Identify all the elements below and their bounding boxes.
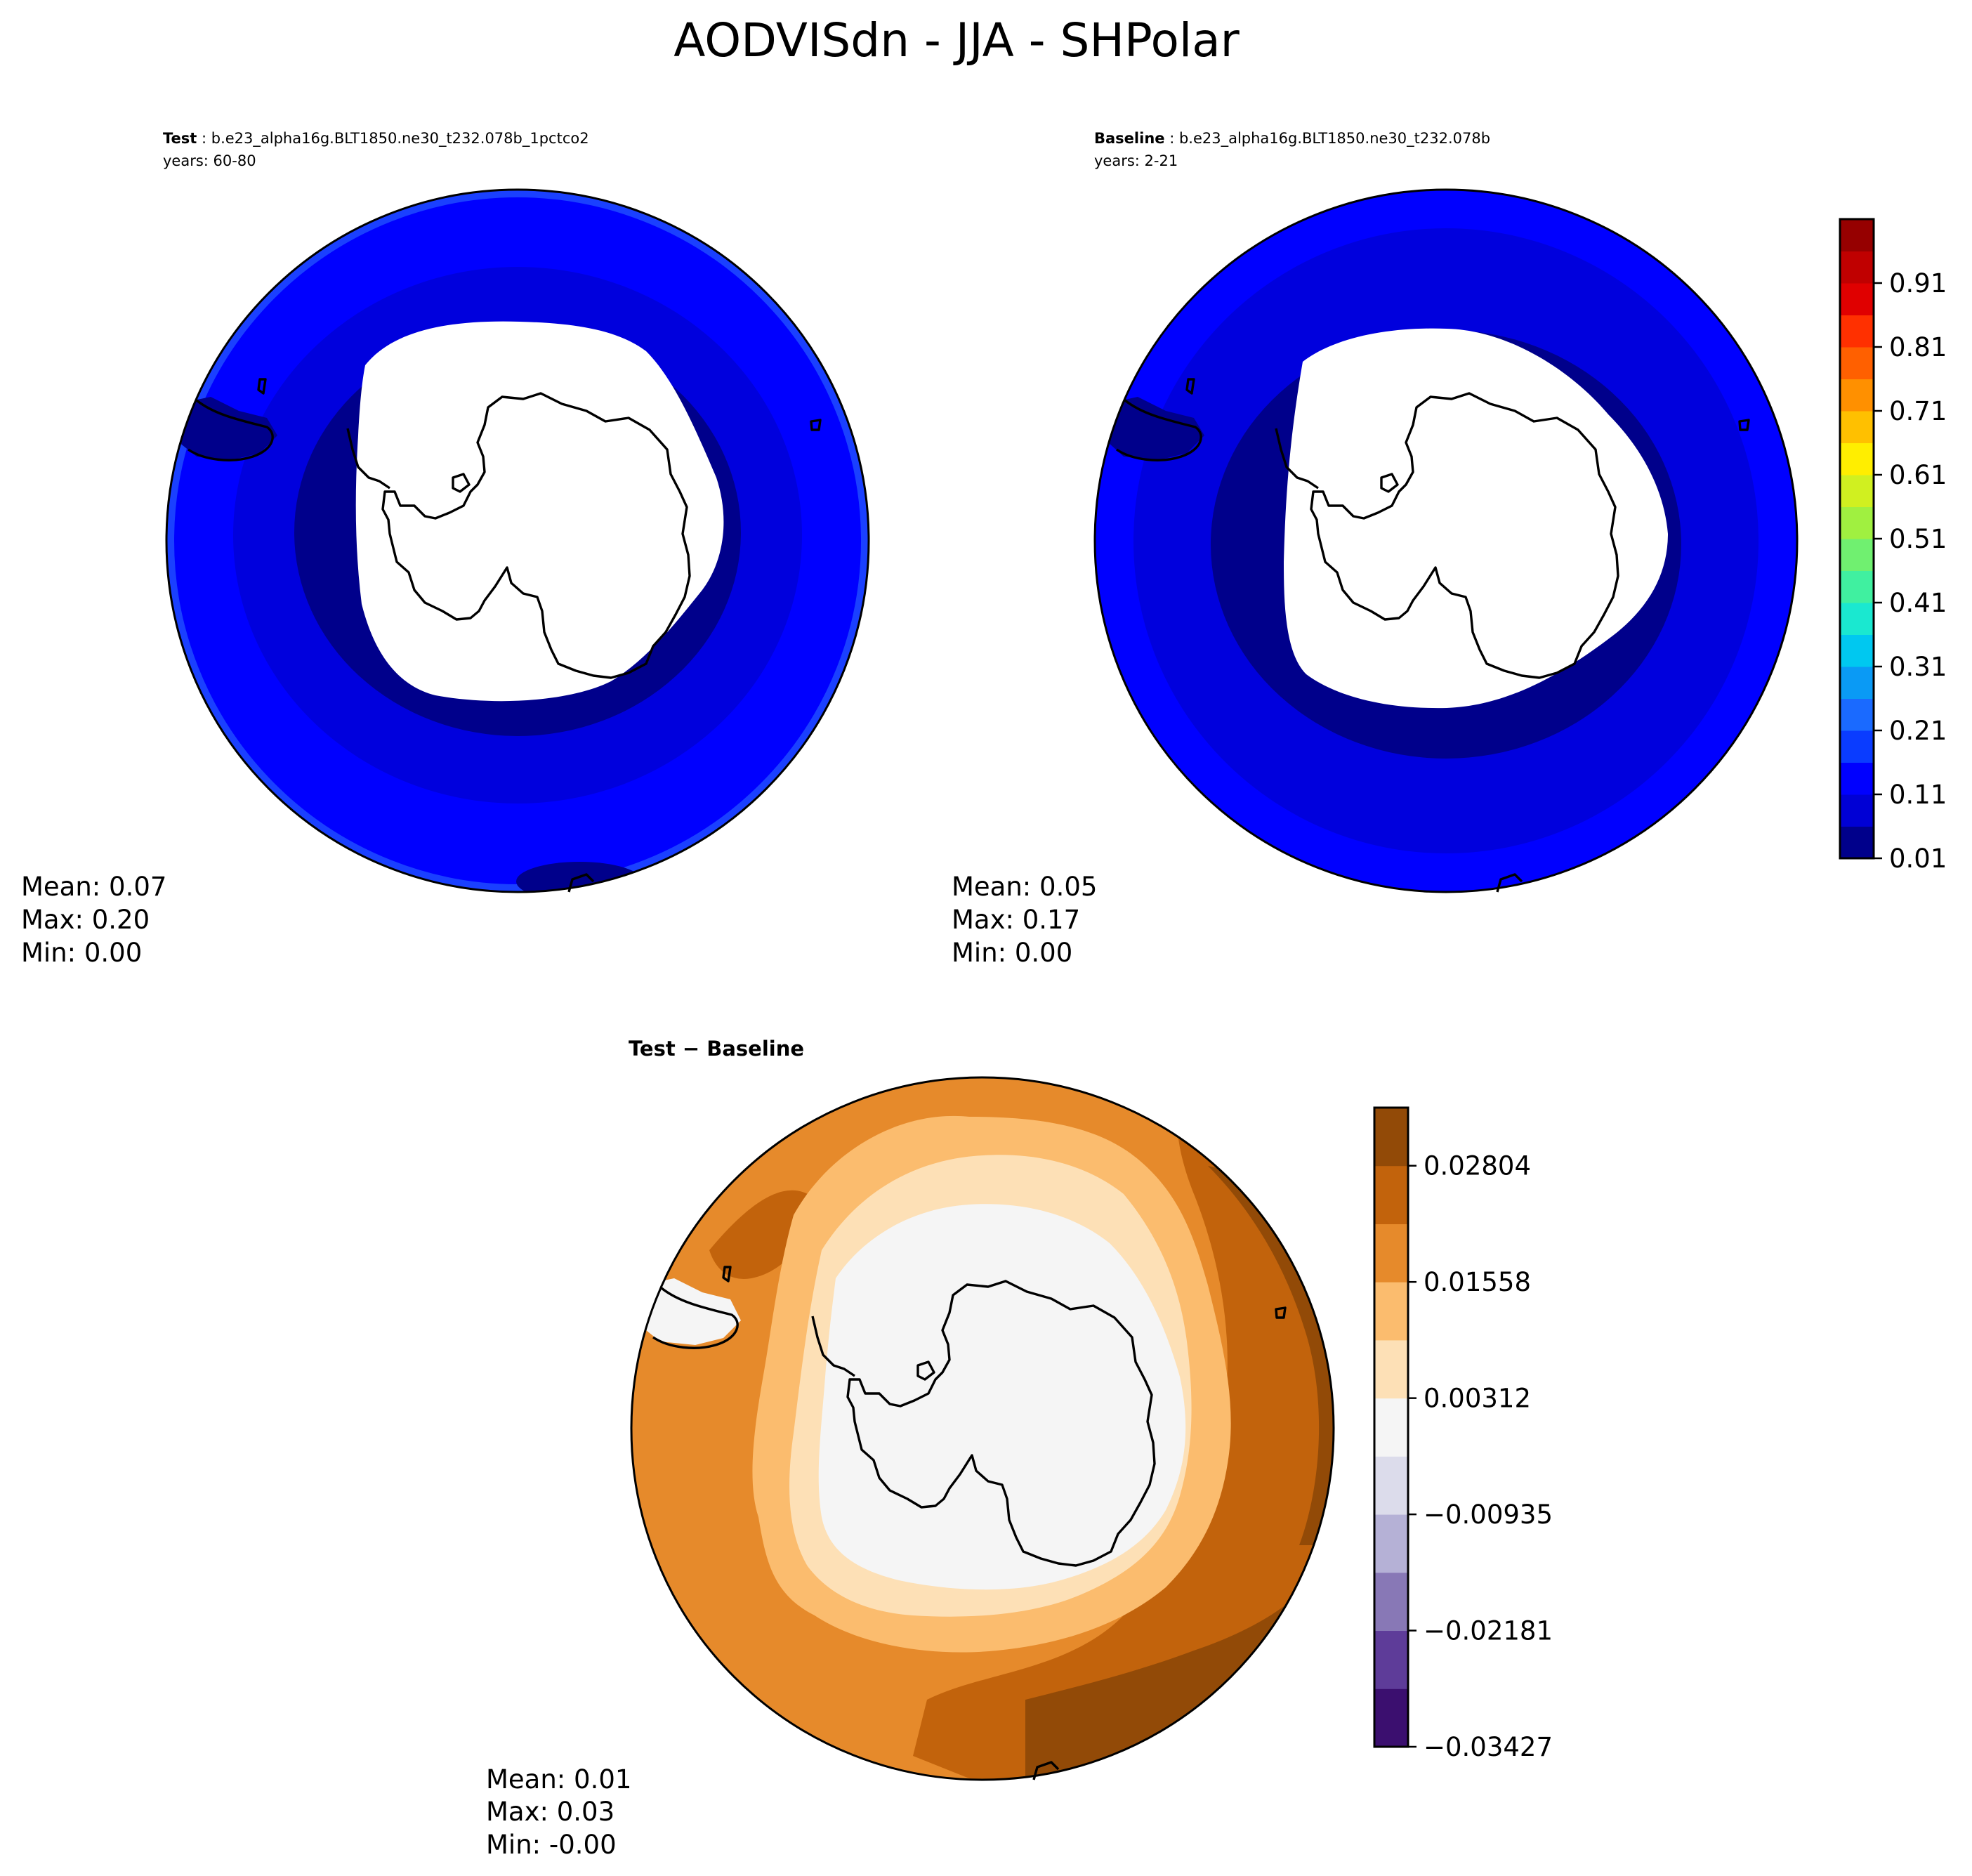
colorbar-diff-block — [1374, 1572, 1408, 1632]
panel-test-header-case: : b.e23_alpha16g.BLT1850.ne30_t232.078b_… — [197, 130, 589, 147]
colorbar-main-block — [1840, 219, 1874, 251]
panel-test-header: Test : b.e23_alpha16g.BLT1850.ne30_t232.… — [163, 130, 589, 147]
colorbar-main-block — [1840, 603, 1874, 635]
colorbar-main-block — [1840, 251, 1874, 284]
diff-coastlines — [652, 1266, 1287, 1780]
baseline-stat-mean: Mean: 0.05 — [952, 872, 1097, 902]
figure-title: AODVISdn - JJA - SHPolar — [673, 13, 1240, 67]
colorbar-main-block — [1840, 315, 1874, 348]
colorbar-diff-tick-label: 0.00312 — [1424, 1384, 1531, 1414]
colorbar-main-tick-label: 0.01 — [1889, 844, 1947, 874]
colorbar-main-block — [1840, 667, 1874, 699]
colorbar-diff-block — [1374, 1165, 1408, 1224]
colorbar-diff-tick-label: 0.01558 — [1424, 1267, 1531, 1297]
colorbar-main-block — [1840, 730, 1874, 763]
diff-stat-mean: Mean: 0.01 — [486, 1764, 631, 1795]
colorbar-diff-block — [1374, 1688, 1408, 1747]
colorbar-main-tick-label: 0.31 — [1889, 652, 1947, 682]
colorbar-main-block — [1840, 539, 1874, 571]
colorbar-main-blocks — [1840, 219, 1874, 859]
colorbar-diff-block — [1374, 1339, 1408, 1399]
colorbar-main-tick-label: 0.21 — [1889, 716, 1947, 746]
colorbar-main-tick-label: 0.51 — [1889, 524, 1947, 554]
colorbar-main-block — [1840, 506, 1874, 539]
test-coastlines — [188, 378, 822, 893]
panel-test-header-bold: Test — [163, 130, 197, 147]
colorbar-diff-tick-label: 0.02804 — [1424, 1151, 1531, 1181]
baseline-map-frame — [1093, 188, 1799, 893]
colorbar-main-block — [1840, 347, 1874, 379]
colorbar-diff-block — [1374, 1282, 1408, 1341]
colorbar-main-block — [1840, 411, 1874, 443]
panel-baseline-header: Baseline : b.e23_alpha16g.BLT1850.ne30_t… — [1094, 130, 1490, 147]
panel-diff-stats: Mean: 0.01 Max: 0.03 Min: -0.00 — [486, 1764, 631, 1860]
colorbar-main-block — [1840, 698, 1874, 731]
panel-baseline-stats: Mean: 0.05 Max: 0.17 Min: 0.00 — [952, 872, 1097, 968]
panel-test-stats: Mean: 0.07 Max: 0.20 Min: 0.00 — [21, 872, 166, 968]
test-stat-min: Min: 0.00 — [21, 938, 142, 968]
colorbar-main-block — [1840, 475, 1874, 507]
colorbar-main-block — [1840, 794, 1874, 827]
baseline-stat-min: Min: 0.00 — [952, 938, 1072, 968]
panel-baseline: Baseline : b.e23_alpha16g.BLT1850.ne30_t… — [952, 130, 1799, 968]
colorbar-main-block — [1840, 762, 1874, 795]
colorbar-diff-tick-label: −0.03427 — [1424, 1732, 1553, 1762]
test-polar-map — [166, 190, 869, 892]
colorbar-diff-block — [1374, 1630, 1408, 1689]
panel-test: Test : b.e23_alpha16g.BLT1850.ne30_t232.… — [21, 130, 870, 968]
colorbar-main-ticks: 0.01 0.11 0.21 0.31 0.41 0.51 0.61 0.71 0.81 0.91 — [1874, 268, 1947, 874]
colorbar-diff-blocks — [1374, 1108, 1408, 1747]
panel-test-years: years: 60-80 — [163, 152, 256, 169]
colorbar-main-block — [1840, 634, 1874, 667]
colorbar-main-block — [1840, 826, 1874, 859]
colorbar-main-tick-label: 0.91 — [1889, 268, 1947, 299]
diff-stat-min: Min: -0.00 — [486, 1830, 617, 1860]
colorbar-diff: −0.03427 −0.02181 −0.00935 0.00312 0.01558 0.… — [1373, 1106, 1553, 1762]
colorbar-diff-tick-label: −0.02181 — [1424, 1616, 1553, 1646]
colorbar-diff-block — [1374, 1398, 1408, 1457]
colorbar-main-tick-label: 0.41 — [1889, 588, 1947, 618]
colorbar-diff-frame — [1373, 1106, 1409, 1748]
colorbar-main-block — [1840, 379, 1874, 412]
colorbar-main-block — [1840, 442, 1874, 475]
colorbar-diff-ticks: −0.03427 −0.02181 −0.00935 0.00312 0.01558 0.… — [1408, 1151, 1553, 1762]
colorbar-main-block — [1840, 283, 1874, 315]
colorbar-main: 0.01 0.11 0.21 0.31 0.41 0.51 0.61 0.71 0.81 0.91 — [1839, 218, 1947, 874]
baseline-polar-map — [1095, 190, 1797, 892]
colorbar-main-tick-label: 0.11 — [1889, 780, 1947, 810]
panel-diff-header: Test − Baseline — [629, 1037, 804, 1061]
colorbar-diff-block — [1374, 1514, 1408, 1573]
colorbar-main-tick-label: 0.71 — [1889, 396, 1947, 426]
test-stat-max: Max: 0.20 — [21, 905, 150, 935]
panel-baseline-years: years: 2-21 — [1094, 152, 1178, 169]
colorbar-main-tick-label: 0.61 — [1889, 460, 1947, 490]
diff-stat-max: Max: 0.03 — [486, 1797, 614, 1827]
colorbar-diff-block — [1374, 1108, 1408, 1167]
test-map-frame — [165, 188, 870, 893]
panel-baseline-header-bold: Baseline — [1094, 130, 1165, 147]
colorbar-diff-tick-label: −0.00935 — [1424, 1500, 1553, 1530]
colorbar-diff-block — [1374, 1456, 1408, 1515]
test-stat-mean: Mean: 0.07 — [21, 872, 166, 902]
baseline-coastlines — [1116, 378, 1750, 893]
panel-baseline-header-case: : b.e23_alpha16g.BLT1850.ne30_t232.078b — [1165, 130, 1491, 147]
panel-diff: Test − Baseline Mean: 0.01 Max: 0.03 — [486, 1037, 1335, 1860]
colorbar-diff-block — [1374, 1224, 1408, 1283]
colorbar-main-block — [1840, 570, 1874, 603]
diff-polar-map — [631, 1077, 1334, 1780]
baseline-stat-max: Max: 0.17 — [952, 905, 1080, 935]
diff-map-frame — [630, 1076, 1335, 1781]
colorbar-main-tick-label: 0.81 — [1889, 332, 1947, 362]
